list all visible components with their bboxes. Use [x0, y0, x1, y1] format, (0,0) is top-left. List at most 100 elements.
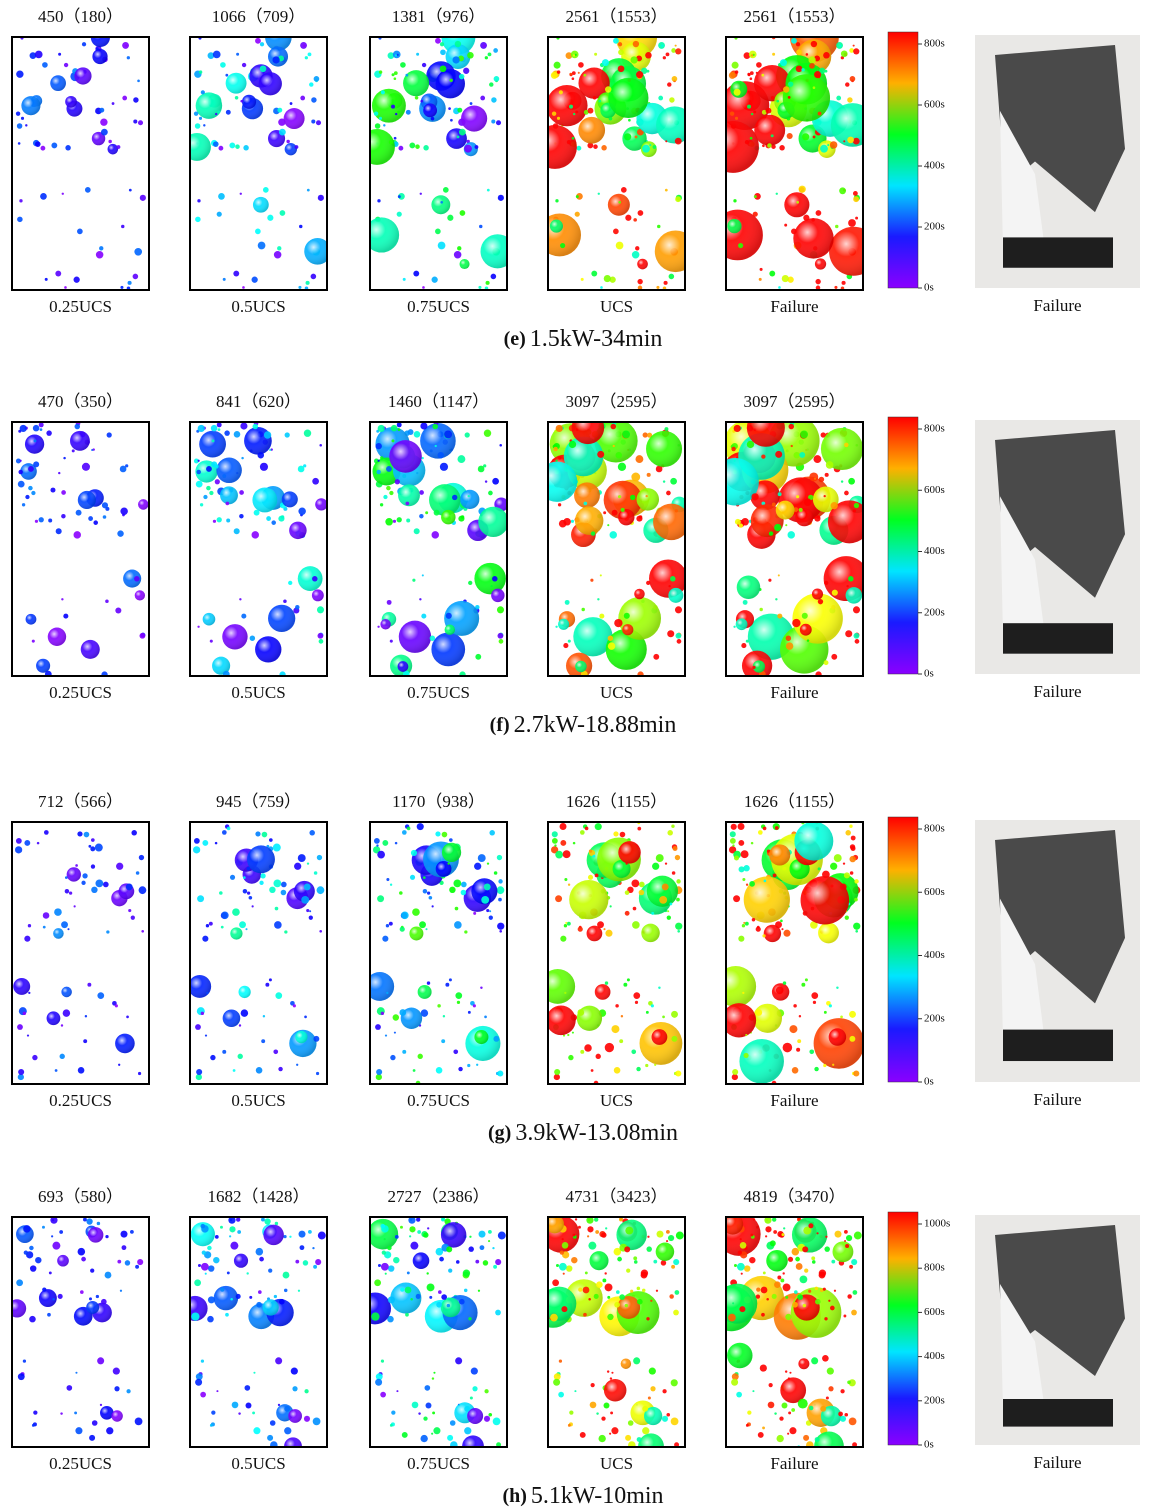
event-cloud	[12, 1217, 144, 1441]
event-bubble	[216, 1390, 219, 1393]
event-bubble	[68, 891, 73, 895]
event-bubble	[282, 1271, 290, 1279]
event-bubble	[729, 831, 736, 838]
event-bubble	[492, 576, 498, 582]
event-bubble	[799, 452, 806, 458]
event-bubble	[645, 494, 648, 498]
event-bubble	[377, 850, 385, 859]
bubble-shine	[91, 131, 106, 146]
event-bubble	[587, 142, 594, 149]
event-bubble	[448, 107, 451, 110]
event-bubble	[207, 1265, 215, 1272]
event-bubble	[775, 986, 784, 995]
event-bubble	[852, 1442, 858, 1447]
bubble-shine	[638, 1433, 664, 1447]
event-bubble	[459, 210, 466, 216]
panel-frame	[725, 36, 864, 291]
event-bubble	[662, 1015, 665, 1019]
event-bubble	[663, 280, 668, 285]
stage-label: UCS	[600, 1091, 633, 1110]
event-bubble	[595, 1053, 601, 1060]
event-bubble	[316, 606, 325, 614]
event-bubble	[376, 469, 381, 475]
event-bubble	[401, 1431, 408, 1438]
event-bubble	[206, 466, 212, 472]
event-bubble	[263, 431, 272, 439]
event-bubble	[315, 1258, 322, 1266]
bubble-shine	[548, 1217, 564, 1234]
event-bubble	[557, 503, 562, 507]
event-bubble	[801, 982, 806, 987]
event-bubble	[439, 462, 449, 471]
event-bubble	[638, 889, 645, 896]
event-bubble	[97, 1357, 105, 1365]
caption: (e) 1.5kW-34min	[504, 326, 663, 352]
event-bubble	[757, 1431, 764, 1438]
event-count: 2727（2386）	[388, 1187, 490, 1206]
event-bubble	[389, 490, 394, 496]
event-bubble	[470, 1000, 475, 1006]
event-bubble	[738, 242, 744, 249]
bubble-shine	[21, 96, 41, 116]
event-bubble	[650, 1386, 656, 1392]
event-bubble	[675, 632, 682, 639]
event-bubble	[394, 841, 398, 845]
event-bubble	[404, 1286, 412, 1294]
event-bubble	[374, 123, 381, 129]
event-bubble	[854, 879, 859, 884]
event-bubble	[742, 878, 746, 882]
event-bubble	[435, 831, 441, 837]
bubble-shine	[727, 218, 742, 234]
event-bubble	[125, 464, 129, 468]
event-bubble	[805, 53, 809, 56]
event-bubble	[487, 52, 492, 57]
event-bubble	[97, 992, 105, 1000]
event-bubble	[280, 881, 287, 888]
event-bubble	[41, 1225, 45, 1229]
event-bubble	[493, 1035, 500, 1042]
event-bubble	[483, 44, 486, 47]
event-bubble	[104, 1271, 112, 1279]
event-bubble	[652, 862, 660, 870]
rock-fragment	[995, 430, 1125, 598]
event-bubble	[225, 501, 230, 506]
event-bubble	[389, 639, 393, 643]
event-bubble	[467, 1063, 471, 1068]
bubble-shine	[50, 75, 66, 92]
event-bubble	[284, 1427, 292, 1435]
event-bubble	[733, 199, 737, 203]
panel-frame	[189, 821, 328, 1085]
event-bubble	[840, 480, 844, 483]
event-bubble	[824, 1317, 828, 1321]
event-bubble	[390, 424, 398, 432]
event-bubble	[743, 1052, 749, 1059]
bubble-shine	[752, 660, 766, 673]
bubble-shine	[594, 984, 611, 1000]
event-bubble	[844, 1412, 849, 1417]
event-bubble	[464, 1427, 472, 1435]
event-bubble	[815, 1298, 821, 1305]
event-bubble	[611, 1371, 614, 1374]
event-bubble	[593, 1293, 599, 1299]
event-bubble	[496, 1442, 502, 1447]
event-bubble	[617, 462, 627, 471]
event-bubble	[761, 73, 765, 77]
event-bubble	[467, 51, 474, 59]
event-bubble	[560, 840, 567, 846]
event-bubble	[786, 132, 793, 140]
event-bubble	[620, 507, 625, 513]
event-bubble	[432, 423, 439, 430]
event-bubble	[792, 618, 801, 628]
bubble-shine	[289, 521, 307, 540]
tape	[1003, 237, 1113, 268]
event-bubble	[212, 141, 219, 147]
event-bubble	[32, 424, 40, 432]
event-bubble	[40, 145, 46, 151]
bubble-shine	[569, 879, 609, 920]
event-bubble	[588, 1298, 591, 1301]
event-bubble	[55, 270, 62, 277]
event-bubble	[306, 188, 310, 192]
event-bubble	[273, 250, 282, 259]
event-bubble	[259, 462, 269, 471]
event-bubble	[426, 891, 431, 895]
